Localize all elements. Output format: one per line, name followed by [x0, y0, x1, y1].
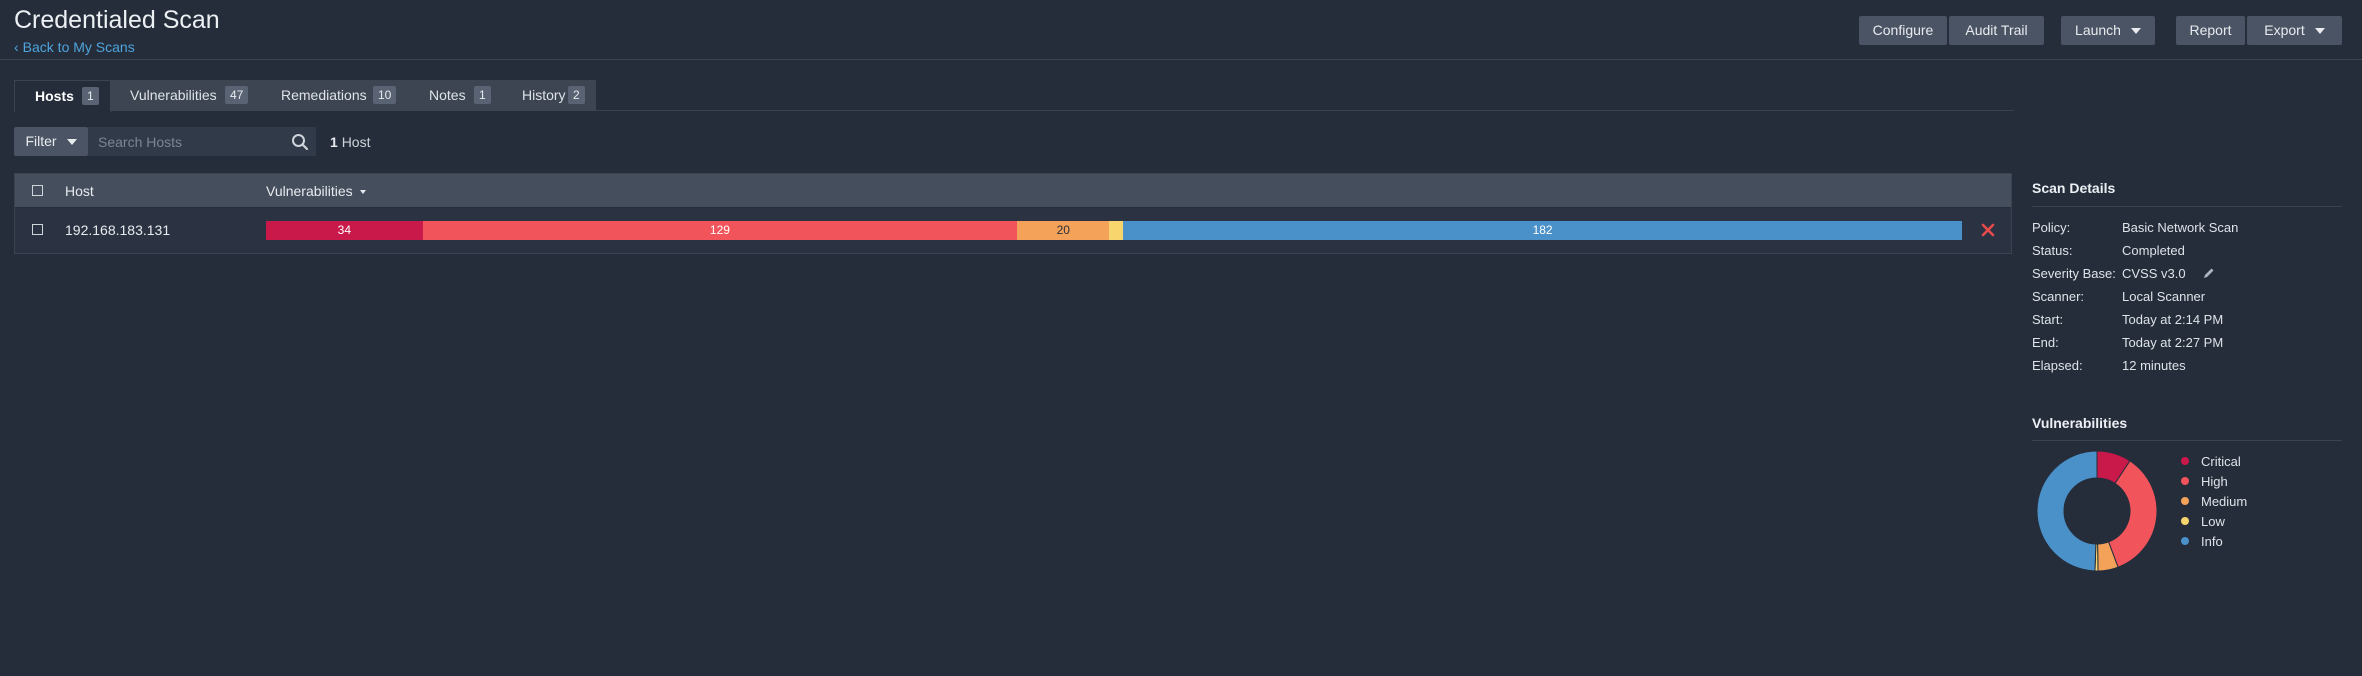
count-badge: 10: [373, 86, 397, 104]
count-badge: 1: [474, 86, 491, 104]
host-count: 1 Host: [330, 134, 370, 150]
launch-button-label: Launch: [2075, 22, 2121, 38]
count-badge: 2: [568, 86, 585, 104]
column-header-label: Vulnerabilities: [266, 183, 353, 199]
launch-button[interactable]: Launch: [2061, 16, 2155, 45]
tab-vulnerabilities[interactable]: Vulnerabilities 47: [110, 80, 260, 111]
tab-label: History: [522, 87, 566, 103]
table-row[interactable]: 192.168.183.131 34 129 20 182: [15, 208, 2011, 253]
search-icon[interactable]: [290, 132, 310, 152]
detail-key: Start:: [2032, 312, 2064, 327]
detail-key: Policy:: [2032, 220, 2071, 235]
row-checkbox[interactable]: [32, 224, 43, 235]
vulnerability-severity-bar[interactable]: 34 129 20 182: [266, 221, 1962, 240]
legend-label: Low: [2201, 514, 2225, 529]
back-link-label: Back to My Scans: [22, 39, 135, 55]
chevron-down-icon: [2130, 28, 2141, 35]
severity-segment-low[interactable]: [1109, 221, 1124, 240]
legend-dot: [2181, 457, 2189, 465]
legend-label: Medium: [2201, 494, 2248, 509]
detail-value: Basic Network Scan: [2122, 220, 2239, 235]
configure-button[interactable]: Configure: [1859, 16, 1947, 45]
report-button[interactable]: Report: [2176, 16, 2245, 45]
header-divider: [0, 59, 2362, 60]
edit-pencil-icon[interactable]: [2202, 267, 2215, 280]
count-badge: 1: [82, 87, 99, 105]
column-header-host[interactable]: Host: [65, 183, 94, 199]
legend-label: Info: [2201, 534, 2223, 549]
severity-segment-info[interactable]: 182: [1123, 221, 1962, 240]
severity-segment-critical[interactable]: 34: [266, 221, 423, 240]
legend-dot: [2181, 537, 2189, 545]
search-hosts-input[interactable]: [88, 127, 316, 156]
column-header-vulnerabilities[interactable]: Vulnerabilities: [266, 183, 366, 199]
section-title: Scan Details: [2032, 180, 2116, 196]
detail-value: Today at 2:27 PM: [2122, 335, 2224, 350]
count-badge: 47: [225, 86, 249, 104]
audit-trail-button[interactable]: Audit Trail: [1949, 16, 2044, 45]
host-ip[interactable]: 192.168.183.131: [65, 222, 171, 238]
section-divider: [2032, 440, 2342, 441]
section-title: Vulnerabilities: [2032, 415, 2128, 431]
detail-value: CVSS v3.0: [2122, 266, 2186, 281]
legend-label: High: [2201, 474, 2228, 489]
tab-notes[interactable]: Notes 1: [408, 80, 501, 111]
vulnerabilities-section-title: Vulnerabilities: [2032, 415, 2127, 431]
detail-key: Elapsed:: [2032, 358, 2083, 373]
export-button-label: Export: [2264, 22, 2305, 38]
detail-key: Scanner:: [2032, 289, 2085, 304]
legend-dot: [2181, 497, 2189, 505]
legend-label: Critical: [2201, 454, 2241, 469]
donut-slice-info[interactable]: [2036, 450, 2098, 572]
table-header: Host Vulnerabilities: [15, 174, 2011, 207]
tab-label: Notes: [429, 87, 466, 103]
detail-key: End:: [2032, 335, 2059, 350]
filter-button-label: Filter: [25, 133, 57, 149]
detail-value: Completed: [2122, 243, 2185, 258]
detail-key: Severity Base:: [2032, 266, 2116, 281]
tab-label: Hosts: [35, 88, 74, 104]
back-to-my-scans-link[interactable]: ‹ Back to My Scans: [14, 39, 135, 55]
detail-key: Status:: [2032, 243, 2073, 258]
host-count-number: 1: [330, 134, 338, 150]
detail-value: Today at 2:14 PM: [2122, 312, 2224, 327]
tab-hosts[interactable]: Hosts 1: [14, 80, 112, 112]
severity-segment-medium[interactable]: 20: [1017, 221, 1110, 240]
delete-icon[interactable]: [1979, 221, 1997, 239]
chevron-left-icon: ‹: [14, 39, 19, 55]
host-count-label: Host: [341, 134, 371, 150]
section-divider: [2032, 206, 2342, 207]
tab-history[interactable]: History 2: [501, 80, 596, 111]
donut-slice-high[interactable]: [2107, 460, 2158, 568]
scan-details-title: Scan Details: [2032, 180, 2342, 196]
tab-label: Remediations: [281, 87, 367, 103]
chevron-down-icon: [2314, 28, 2325, 35]
vulnerabilities-donut-chart: [2036, 450, 2158, 572]
detail-value: Local Scanner: [2122, 289, 2206, 304]
filter-button[interactable]: Filter: [14, 127, 88, 156]
legend-dot: [2181, 517, 2189, 525]
chevron-down-icon: [66, 139, 77, 146]
hosts-table: Host Vulnerabilities 192.168.183.131 34 1…: [14, 173, 2012, 254]
legend-dot: [2181, 477, 2189, 485]
tab-remediations[interactable]: Remediations 10: [260, 80, 408, 111]
tabs-divider: [14, 110, 2014, 111]
detail-value: 12 minutes: [2122, 358, 2186, 373]
severity-segment-high[interactable]: 129: [422, 221, 1018, 240]
export-button[interactable]: Export: [2247, 16, 2342, 45]
page-title: Credentialed Scan: [14, 6, 220, 34]
sort-down-icon: [359, 190, 366, 195]
tab-label: Vulnerabilities: [130, 87, 217, 103]
select-all-checkbox[interactable]: [32, 185, 43, 196]
